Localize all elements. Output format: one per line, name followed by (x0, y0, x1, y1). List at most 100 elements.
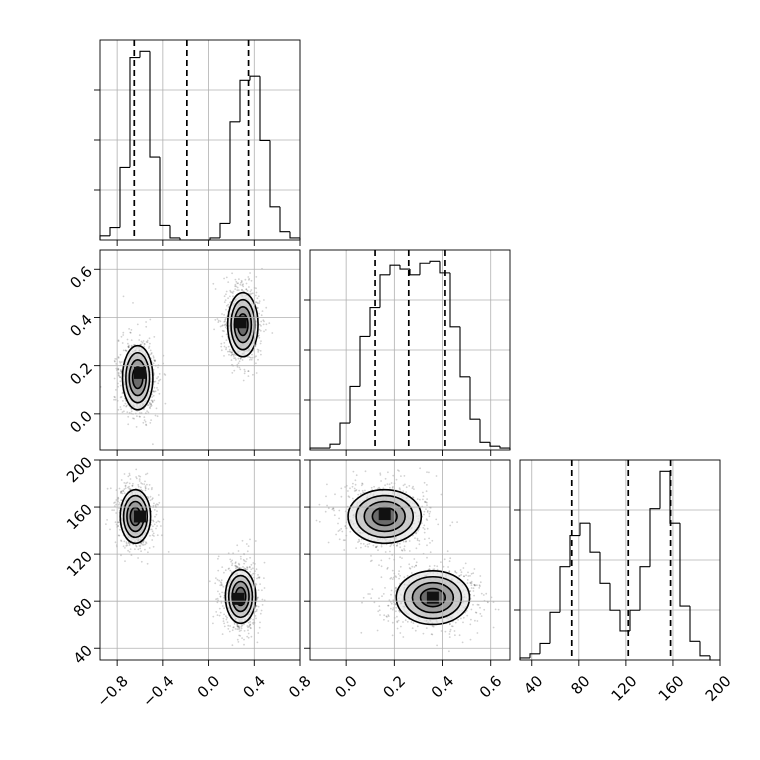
joint-param_1-param_2-cluster-0-point-294 (347, 495, 350, 498)
joint-param_1-param_2-cluster-1-point-256 (390, 576, 393, 579)
joint-param_1-param_2-cluster-0-point-310 (399, 488, 401, 491)
joint-param_0-param_2-cluster-1-point-128 (238, 628, 240, 631)
joint-param_0-param_1-cluster-0-point-333 (117, 367, 120, 370)
joint-param_0-param_1-cluster-1-contour-1 (230, 298, 256, 351)
joint-param_0-param_2-cluster-1-point-497 (237, 641, 240, 643)
joint-param_0-param_2-cluster-0-point-822 (141, 483, 144, 485)
joint-param_0-param_2-cluster-0-contour-1 (122, 494, 149, 539)
joint-param_0-param_2-cluster-1-point-758 (225, 615, 227, 618)
joint-param_1-param_2-cluster-0-point-635 (435, 475, 438, 477)
joint-param_0-param_1-cluster-0-point-41 (150, 404, 153, 407)
joint-param_0-param_1-cluster-0-point-215 (122, 331, 125, 334)
joint-param_0-param_1-cluster-1-point-84 (255, 287, 257, 290)
joint-param_1-param_2-cluster-0-point-875 (387, 471, 389, 474)
joint-param_0-param_1-cluster-0-point-622 (138, 334, 141, 336)
joint-param_0-param_2-cluster-0-point-633 (117, 500, 120, 503)
joint-param_0-param_1-cluster-0-point-654 (117, 371, 120, 374)
joint-param_0-param_2-cluster-1-point-567 (229, 625, 232, 627)
joint-param_1-param_2-cluster-1-point-198 (429, 551, 432, 554)
joint-param_0-param_2-cluster-1-point-316 (241, 624, 244, 627)
joint-param_0-param_1-cluster-1-point-342 (260, 340, 262, 342)
joint-param_0-param_1-cluster-1-point-79 (213, 328, 216, 331)
joint-param_0-param_2-cluster-1-peak (232, 592, 245, 605)
joint-param_0-param_1-cluster-1-point-814 (249, 290, 252, 293)
joint-param_0-param_1-cluster-0-point-442 (156, 415, 159, 418)
joint-param_0-param_2-cluster-0-point-593 (137, 548, 140, 551)
joint-param_0-param_2-cluster-0-point-539 (153, 502, 155, 505)
hist-param_0-bin-6 (159, 157, 170, 227)
joint-param_1-param_2-cluster-0-point-806 (340, 487, 343, 490)
joint-param_1-param_2-cluster-0-point-24 (352, 470, 355, 473)
joint-param_0-param_1-cluster-1-point-479 (243, 372, 246, 375)
joint-param_0-param_2-cluster-1-point-384 (223, 571, 225, 574)
joint-param_0-param_1-cluster-1-point-335 (225, 323, 228, 325)
joint-param_0-param_1-cluster-0-point-460 (133, 417, 136, 420)
joint-param_0-param_2-cluster-1-point-686 (254, 615, 257, 617)
joint-param_0-param_2-cluster-1-point-764 (245, 543, 248, 545)
joint-param_1-param_2-cluster-0-point-673 (422, 527, 425, 529)
joint-param_0-param_1-cluster-1-point-396 (249, 272, 252, 274)
joint-param_0-param_1-cluster-1-point-21 (234, 357, 237, 359)
joint-param_1-param_2-cluster-1-point-39 (449, 623, 451, 625)
joint-param_0-param_1-cluster-1-point-893 (246, 289, 249, 292)
joint-param_0-param_2-cluster-1-point-479 (236, 625, 239, 628)
joint-param_0-param_1-cluster-0-point-236 (130, 339, 133, 341)
joint-param_0-param_1-cluster-0-point-305 (129, 331, 132, 334)
joint-param_0-param_2-cluster-1-point-274 (236, 565, 239, 568)
joint-param_1-param_2-cluster-0-point-769 (334, 493, 336, 496)
joint-param_0-param_2-cluster-1-point-688 (235, 564, 237, 567)
joint-param_0-param_2-cluster-1-point-310 (256, 598, 259, 601)
joint-param_0-param_2-cluster-0-point-423 (154, 515, 156, 518)
joint-param_0-param_2-cluster-1-point-80 (240, 625, 243, 628)
joint-param_0-param_1-cluster-1-point-403 (225, 276, 228, 279)
joint-param_0-param_1-cluster-1-point-731 (229, 350, 232, 353)
joint-param_1-param_2-cluster-0-point-709 (361, 483, 364, 485)
joint-param_0-param_2-cluster-1-point-752 (247, 621, 250, 624)
joint-param_0-param_2-cluster-0-point-280 (118, 487, 121, 490)
joint-param_0-param_1-cluster-0-point-670 (153, 386, 156, 389)
joint-param_1-param_2-cluster-1-point-188 (388, 599, 391, 602)
joint-param_1-param_2-cluster-0-point-831 (426, 471, 428, 473)
joint-param_0-param_1-cluster-0-point-828 (113, 395, 116, 398)
hist-param_0-bin-3 (129, 56, 140, 168)
joint-param_1-param_2-cluster-0-point-757 (348, 496, 351, 499)
joint-param_0-param_1-cluster-1-point-484 (242, 283, 245, 286)
joint-param_0-param_2-cluster-0-point-554 (138, 545, 141, 547)
joint-param_1-param_2-cluster-0-point-424 (333, 509, 335, 512)
joint-param_0-param_2-cluster-1-point-317 (218, 579, 221, 582)
joint-param_0-param_2-cluster-0-point-664 (145, 542, 148, 545)
joint-param_0-param_2-cluster-1-point-524 (217, 557, 219, 560)
joint-param_1-param_2-cluster-0-point-259 (408, 540, 411, 542)
joint-param_1-param_2-cluster-0-point-870 (423, 528, 426, 531)
joint-param_0-param_2-cluster-1-point-64 (255, 610, 258, 612)
joint-param_0-param_1-cluster-0-point-567 (152, 390, 154, 393)
joint-param_0-param_2-cluster-1-point-826 (219, 611, 222, 614)
joint-param_0-param_2-cluster-1-point-594 (255, 568, 258, 571)
joint-param_0-param_2-cluster-0-point-624 (118, 534, 121, 537)
joint-param_0-param_1-cluster-0-point-896 (157, 382, 160, 385)
joint-param_0-param_1-cluster-0-point-270 (151, 396, 154, 398)
joint-param_0-param_2-cluster-0-point-229 (156, 534, 159, 537)
joint-param_0-param_1-cluster-1-point-426 (241, 359, 244, 361)
joint-param_1-param_2-cluster-0-point-722 (419, 467, 421, 470)
joint-param_0-param_1-cluster-0-point-544 (140, 340, 143, 343)
joint-param_0-param_2-cluster-1-point-166 (237, 566, 239, 569)
joint-param_0-param_1-cluster-0-point-634 (113, 360, 116, 362)
joint-param_0-param_1-cluster-1-point-321 (260, 353, 262, 356)
joint-param_0-param_1-cluster-1-point-331 (239, 283, 242, 286)
joint-param_1-param_2-cluster-1-point-189 (461, 641, 464, 644)
joint-param_1-param_2-cluster-0-point-631 (342, 539, 345, 542)
joint-param_0-param_1-cluster-0-point-723 (143, 345, 146, 348)
joint-param_1-param_2-cluster-0-point-32 (426, 519, 429, 521)
joint-param_0-param_2-cluster-0-point-217 (117, 497, 120, 500)
joint-param_0-param_2-cluster-1-point-167 (237, 625, 240, 628)
joint-param_1-param_2-cluster-1-point-9 (396, 621, 399, 624)
hist-param_1-bin-12 (429, 260, 440, 264)
hist-param_2-bin-8 (599, 552, 610, 584)
joint-param_0-param_2-cluster-0-point-417 (125, 541, 128, 544)
joint-param_0-param_1-cluster-1-point-74 (231, 351, 234, 353)
joint-param_0-param_1-cluster-1-point-286 (245, 288, 248, 291)
joint-param_0-param_1 (100, 267, 274, 446)
joint-param_1-param_2-cluster-0-point-825 (380, 543, 383, 546)
joint-param_0-param_1-cluster-1-point-264 (223, 314, 226, 316)
